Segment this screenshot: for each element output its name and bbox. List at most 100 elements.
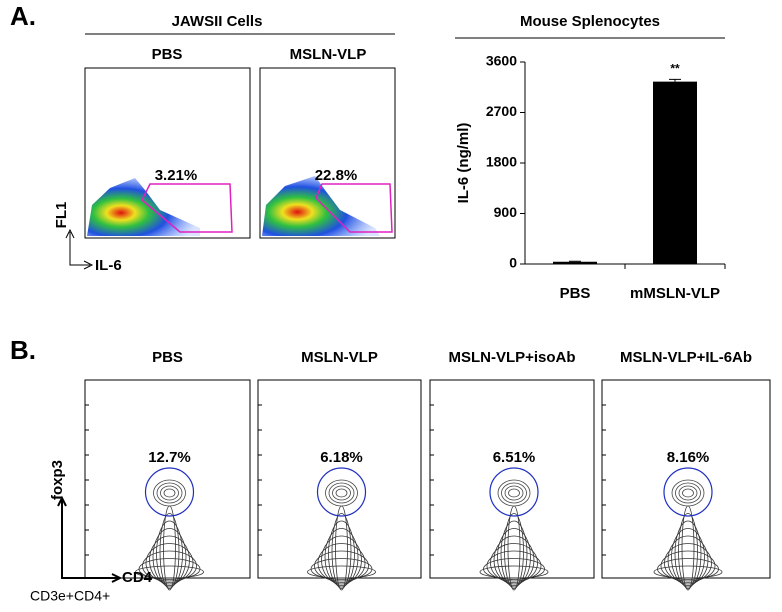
bar: [553, 261, 597, 264]
panel-b-plots: PBS 12.7% MSLN-VLP 6.18% MSLN-VLP+isoAb 6.51%…: [84, 349, 771, 591]
gate-percent: 22.8%: [315, 167, 358, 184]
contour: [142, 550, 197, 582]
contour: [328, 482, 355, 504]
panel-label: A.: [10, 1, 36, 31]
contour: [671, 479, 705, 507]
gate-percent: 3.21%: [155, 167, 198, 184]
contour: [660, 550, 716, 582]
error-bar: [669, 78, 681, 82]
density-cloud: [87, 178, 200, 236]
gate: [315, 183, 393, 233]
contour: [500, 520, 528, 588]
contour: [135, 565, 204, 579]
plot-title: MSLN-VLP: [290, 46, 367, 63]
plot-title: PBS: [152, 349, 183, 366]
bar-chart: 0 900 1800 2700 3600 PBS mMSLN-VLP **: [486, 53, 726, 302]
chart-title: Mouse Splenocytes: [520, 13, 660, 30]
y-tick-label: 1800: [486, 154, 517, 170]
contour: [307, 565, 376, 579]
gate-percent: 6.51%: [493, 449, 536, 466]
contour: [310, 558, 373, 580]
gate: [316, 467, 367, 517]
x-axis-label: IL-6: [95, 257, 122, 274]
contour: [497, 479, 531, 507]
contour: [501, 482, 527, 504]
contour: [674, 520, 702, 588]
contour: [504, 485, 524, 501]
x-tick-label: PBS: [560, 285, 591, 302]
plot-frame: [259, 67, 396, 239]
plot-title: PBS: [152, 46, 183, 63]
contour: [497, 528, 531, 586]
contour: [160, 485, 179, 501]
contour: [675, 482, 701, 504]
contour: [314, 550, 369, 582]
contour: [156, 482, 183, 504]
contour: [145, 543, 194, 583]
plot-frame: [84, 379, 251, 579]
contour: [159, 513, 180, 589]
contour: [657, 558, 719, 580]
plot-frame: [601, 379, 771, 579]
panel-label: B.: [10, 335, 36, 365]
y-axis-title: IL-6 (ng/ml): [455, 123, 472, 204]
contour: [335, 488, 348, 498]
contour: [335, 505, 348, 591]
contour: [479, 565, 549, 579]
gate: [663, 467, 713, 517]
contour: [678, 485, 698, 501]
contour: [149, 535, 190, 585]
gate: [144, 467, 195, 517]
y-axis-label: foxp3: [49, 460, 66, 500]
plot-title: MSLN-VLP+isoAb: [448, 349, 575, 366]
plot-frame: [429, 379, 595, 579]
y-tick-label: 900: [494, 204, 518, 220]
y-axis-label: FL1: [53, 202, 70, 229]
contour: [331, 513, 352, 589]
x-axis-label: CD4: [122, 569, 153, 586]
y-tick-label: 0: [509, 255, 517, 271]
contour: [682, 488, 694, 498]
error-bar: [569, 260, 581, 262]
contour: [664, 543, 712, 583]
gate-percent: 12.7%: [148, 449, 191, 466]
contour: [681, 505, 695, 591]
axis-arrows: [65, 228, 94, 270]
contour: [324, 528, 359, 586]
contour: [156, 520, 183, 588]
y-tick-label: 2700: [486, 103, 517, 119]
contour: [483, 558, 545, 580]
bar: [653, 81, 697, 264]
contour: [671, 528, 705, 586]
contour: [163, 505, 176, 591]
gate-note: CD3e+CD4+: [30, 588, 110, 604]
gate-percent: 8.16%: [667, 449, 710, 466]
contour: [493, 535, 535, 585]
plot-title: MSLN-VLP: [301, 349, 378, 366]
plot-frame: [84, 67, 251, 239]
density-cloud: [262, 176, 380, 236]
contour: [328, 520, 355, 588]
contour: [152, 528, 187, 586]
gate: [489, 467, 539, 517]
contour: [508, 488, 520, 498]
contour: [507, 505, 521, 591]
contour: [504, 513, 524, 589]
gate: [141, 183, 233, 233]
gate-percent: 6.18%: [320, 449, 363, 466]
contour: [332, 485, 351, 501]
plot-title: MSLN-VLP+IL-6Ab: [620, 349, 752, 366]
contour: [153, 479, 186, 507]
y-tick-label: 3600: [486, 53, 517, 69]
contour: [486, 550, 542, 582]
x-tick-label: mMSLN-VLP: [630, 285, 720, 302]
contour: [163, 488, 176, 498]
contour: [653, 565, 723, 579]
contour: [317, 543, 366, 583]
group-title: JAWSII Cells: [172, 13, 263, 30]
contour: [321, 535, 362, 585]
contour: [490, 543, 538, 583]
contour: [138, 558, 201, 580]
significance: **: [670, 62, 680, 76]
